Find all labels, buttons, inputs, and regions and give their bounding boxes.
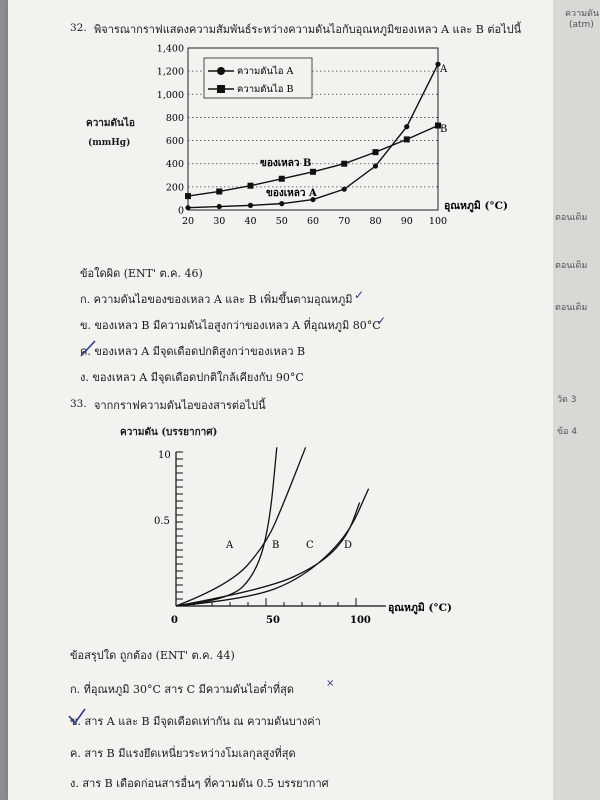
q33-choice-3[interactable]: ค. สาร B มีแรงยึดเหนี่ยวระหว่างโมเลกุลสู… bbox=[70, 747, 296, 760]
data-point-a bbox=[341, 186, 347, 192]
q33-ytick-half: 0.5 bbox=[154, 516, 170, 527]
q33-curve-label-c: C bbox=[306, 540, 314, 551]
q32-choice-1[interactable]: ก. ความดันไอของของเหลว A และ B เพิ่มขึ้น… bbox=[80, 293, 353, 306]
xtick-label: 50 bbox=[276, 216, 288, 227]
curve-d bbox=[175, 488, 370, 607]
data-point-b bbox=[372, 149, 379, 156]
data-point-a bbox=[404, 124, 410, 130]
edge-text: วัด 3 bbox=[557, 395, 577, 405]
data-point-a bbox=[247, 202, 254, 208]
q33-xtick-100: 100 bbox=[350, 615, 371, 626]
adjacent-page-edge: ความดัน (atm) ตอนเดิม ตอนเดิม ตอนเดิม วั… bbox=[553, 0, 600, 800]
pen-slash-mark bbox=[80, 340, 96, 357]
xtick-label: 60 bbox=[307, 216, 319, 227]
q32-choice-4[interactable]: ง. ของเหลว A มีจุดเดือดปกติใกล้เคียงกับ … bbox=[80, 371, 304, 384]
q32-prompt: ข้อใดผิด (ENT' ต.ค. 46) bbox=[80, 267, 203, 280]
q33-xtick-50: 50 bbox=[266, 615, 280, 626]
data-point-a bbox=[372, 163, 379, 169]
curve-label-b: ของเหลว B bbox=[260, 158, 311, 169]
edge-text: (atm) bbox=[569, 20, 594, 30]
edge-text: ตอนเดิม bbox=[555, 303, 588, 313]
ytick-label: 1,000 bbox=[157, 90, 184, 101]
pen-check-mark: ✓ bbox=[354, 288, 365, 302]
legend-b-label: ความดันไอ B bbox=[237, 83, 293, 95]
q32-y-title: ความดันไอ bbox=[86, 118, 135, 129]
q32-x-title: อุณหภูมิ (°C) bbox=[444, 200, 508, 213]
xtick-label: 40 bbox=[244, 216, 256, 227]
q33-xtick-0: 0 bbox=[171, 615, 178, 626]
q32-y-unit: (mmHg) bbox=[88, 138, 131, 148]
pen-slash-mark bbox=[68, 708, 86, 725]
end-label-a: A bbox=[439, 64, 448, 75]
edge-text: ตอนเดิม bbox=[555, 261, 588, 271]
ytick-label: 0 bbox=[178, 206, 184, 217]
ytick-label: 1,200 bbox=[157, 67, 184, 78]
curve-label-a: ของเหลว A bbox=[266, 188, 317, 199]
pen-x-mark: × bbox=[326, 678, 335, 689]
xtick-label: 20 bbox=[182, 216, 194, 227]
q32-legend: ความดันไอ A ความดันไอ B bbox=[203, 57, 313, 99]
data-point-a bbox=[185, 205, 191, 211]
legend-a-label: ความดันไอ A bbox=[237, 65, 293, 77]
xtick-label: 90 bbox=[401, 216, 413, 227]
data-point-a bbox=[310, 196, 316, 203]
q33-curve-label-b: B bbox=[272, 540, 279, 551]
worksheet-page: 32. พิจารณากราฟแสดงความสัมพันธ์ระหว่างคว… bbox=[8, 0, 553, 800]
data-point-a bbox=[279, 201, 285, 207]
data-point-a bbox=[216, 203, 222, 210]
data-point-a bbox=[435, 61, 441, 67]
xtick-label: 70 bbox=[338, 216, 350, 227]
ytick-label: 1,400 bbox=[157, 44, 184, 55]
chart-q33: 10 0.5 0 50 100 A B C D อุณหภูมิ (°C) bbox=[154, 447, 452, 626]
q33-y-title: ความดัน (บรรยากาศ) bbox=[120, 427, 218, 438]
q32-choice-2[interactable]: ข. ของเหลว B มีความดันไอสูงกว่าของเหลว A… bbox=[80, 319, 381, 332]
q33-choice-4[interactable]: ง. สาร B เดือดก่อนสารอื่นๆ ที่ความดัน 0.… bbox=[70, 777, 329, 790]
q33-choice-1[interactable]: ก. ที่อุณหภูมิ 30°C สาร C มีความดันไอต่ำ… bbox=[70, 683, 295, 696]
curve-c bbox=[175, 502, 361, 607]
data-point-b bbox=[435, 122, 441, 129]
series-line-b bbox=[187, 124, 439, 197]
data-point-b bbox=[403, 136, 410, 143]
legend-a-marker bbox=[217, 67, 225, 75]
q32-text: พิจารณากราฟแสดงความสัมพันธ์ระหว่างความดั… bbox=[94, 23, 522, 36]
ytick-label: 400 bbox=[166, 159, 184, 170]
xtick-label: 30 bbox=[213, 216, 225, 227]
data-point-b bbox=[185, 193, 191, 200]
edge-text: ตอนเดิม bbox=[555, 213, 588, 223]
ytick-label: 800 bbox=[166, 113, 184, 124]
q33-x-title: อุณหภูมิ (°C) bbox=[388, 602, 452, 615]
curve-b bbox=[175, 447, 278, 607]
xtick-label: 80 bbox=[369, 216, 381, 227]
data-point-b bbox=[310, 168, 316, 175]
q32-plot-frame bbox=[187, 47, 439, 211]
q33-prompt: ข้อสรุปใด ถูกต้อง (ENT' ต.ค. 44) bbox=[70, 649, 235, 662]
end-label-b: B bbox=[440, 124, 447, 135]
data-point-b bbox=[216, 188, 223, 195]
q33-curve-label-d: D bbox=[344, 540, 352, 551]
data-point-b bbox=[247, 182, 254, 189]
ytick-label: 600 bbox=[166, 136, 184, 147]
data-point-b bbox=[341, 160, 348, 167]
edge-text: ความดัน bbox=[565, 9, 600, 19]
q33-curve-label-a: A bbox=[225, 540, 234, 551]
xtick-label: 100 bbox=[429, 216, 447, 227]
q32-choice-3[interactable]: ค. ของเหลว A มีจุดเดือดปกติสูงกว่าของเหล… bbox=[80, 345, 306, 358]
legend-b-marker bbox=[217, 85, 225, 93]
data-point-b bbox=[278, 175, 285, 182]
edge-text: ข้อ 4 bbox=[557, 427, 578, 437]
ytick-label: 200 bbox=[166, 182, 184, 193]
q33-text: จากกราฟความดันไอของสารต่อไปนี้ bbox=[94, 399, 266, 412]
curve-a bbox=[175, 447, 307, 607]
chart-q32: 0 200 400 600 800 1,000 1,200 1,400 20 30 40 50 60 7… bbox=[157, 44, 508, 228]
q33-ytick-top: 10 bbox=[158, 450, 171, 461]
q33-number: 33. bbox=[70, 398, 87, 410]
q32-number: 32. bbox=[70, 22, 87, 34]
q33-choice-2[interactable]: ข. สาร A และ B มีจุดเดือดเท่ากัน ณ ความด… bbox=[70, 715, 321, 728]
pen-check-mark: ✓ bbox=[376, 314, 387, 328]
